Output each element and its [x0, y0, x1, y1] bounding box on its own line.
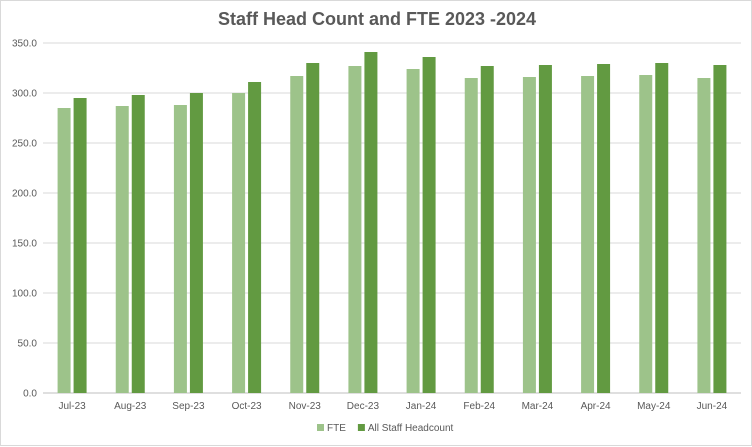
x-tick-label: Aug-23	[114, 401, 147, 412]
x-tick-label: May-24	[637, 401, 671, 412]
x-tick-label: Oct-23	[232, 401, 262, 412]
x-tick-label: Apr-24	[581, 401, 611, 412]
y-tick-label: 50.0	[18, 339, 38, 350]
legend-swatch	[317, 424, 324, 431]
y-tick-label: 250.0	[12, 139, 37, 150]
bar-fte-oct-23	[232, 93, 246, 393]
bars-group	[57, 52, 727, 393]
bar-headcount-jan-24	[422, 57, 436, 393]
chart-title: Staff Head Count and FTE 2023 -2024	[218, 9, 536, 29]
bar-fte-dec-23	[348, 66, 362, 393]
bar-fte-jun-24	[697, 78, 711, 393]
bar-fte-may-24	[639, 75, 653, 393]
bar-headcount-jul-23	[73, 98, 87, 393]
bar-headcount-apr-24	[597, 64, 611, 393]
bar-fte-aug-23	[115, 106, 129, 393]
x-tick-label: Feb-24	[463, 401, 495, 412]
bar-fte-nov-23	[290, 76, 304, 393]
x-tick-label: Jan-24	[406, 401, 437, 412]
x-tick-label: Mar-24	[522, 401, 554, 412]
y-tick-label: 200.0	[12, 189, 37, 200]
legend-label: FTE	[327, 423, 346, 434]
bar-headcount-dec-23	[364, 52, 378, 393]
bar-headcount-mar-24	[538, 65, 552, 393]
gridlines	[43, 42, 741, 394]
bar-headcount-nov-23	[306, 63, 320, 393]
y-tick-label: 300.0	[12, 89, 37, 100]
bar-headcount-aug-23	[131, 95, 145, 393]
y-tick-label: 150.0	[12, 239, 37, 250]
x-tick-label: Jun-24	[697, 401, 728, 412]
bar-headcount-jun-24	[713, 65, 727, 393]
bar-fte-sep-23	[173, 105, 187, 393]
x-tick-label: Dec-23	[347, 401, 380, 412]
y-axis: 0.0 50.0 100.0 150.0 200.0 250.0 300.0 350.0	[12, 39, 37, 400]
legend: FTE All Staff Headcount	[317, 423, 454, 434]
bar-fte-mar-24	[522, 77, 536, 393]
y-tick-label: 350.0	[12, 39, 37, 50]
x-tick-label: Nov-23	[289, 401, 322, 412]
legend-swatch	[357, 424, 365, 431]
bar-headcount-may-24	[655, 63, 669, 393]
bar-headcount-oct-23	[248, 82, 262, 393]
y-tick-label: 0.0	[23, 389, 37, 400]
x-tick-label: Sep-23	[172, 401, 205, 412]
bar-fte-feb-24	[464, 78, 478, 393]
legend-label: All Staff Headcount	[368, 423, 454, 434]
bar-headcount-sep-23	[189, 93, 203, 393]
bar-fte-jul-23	[57, 108, 71, 393]
x-axis: Jul-23 Aug-23 Sep-23 Oct-23 Nov-23 Dec-23 Jan-…	[58, 401, 727, 412]
bar-fte-apr-24	[581, 76, 595, 393]
x-tick-label: Jul-23	[58, 401, 86, 412]
y-tick-label: 100.0	[12, 289, 37, 300]
bar-fte-jan-24	[406, 69, 420, 393]
bar-headcount-feb-24	[480, 66, 494, 393]
